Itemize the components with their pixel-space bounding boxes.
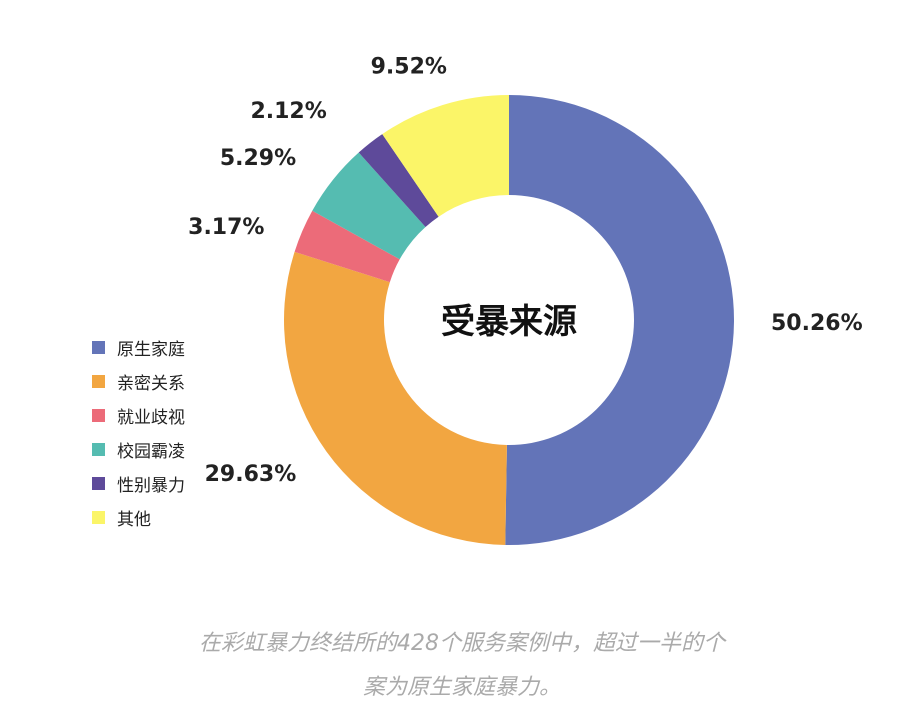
value-label-5: 2.12%: [250, 99, 326, 124]
slice-4: [312, 152, 426, 260]
legend-label: 原生家庭: [117, 339, 185, 360]
legend-label: 其他: [117, 509, 151, 530]
slice-3: [294, 210, 400, 283]
legend-item: 原生家庭: [92, 330, 185, 364]
donut-slices: [284, 95, 735, 546]
legend-item: 校园霸凌: [92, 432, 185, 466]
legend-swatch: [92, 476, 105, 490]
value-label-1: 50.26%: [771, 311, 863, 336]
legend-swatch: [92, 408, 105, 422]
legend: 原生家庭亲密关系就业歧视校园霸凌性别暴力其他: [92, 330, 185, 534]
value-label-6: 9.52%: [371, 54, 447, 79]
legend-swatch: [92, 374, 105, 388]
legend-item: 性别暴力: [92, 466, 185, 500]
slice-5: [358, 134, 439, 227]
value-label-2: 29.63%: [205, 462, 297, 487]
legend-item: 就业歧视: [92, 398, 185, 432]
donut-chart: 50.26% 29.63% 3.17% 5.29% 2.12% 9.52% 受暴来源: [188, 54, 863, 546]
legend-item: 其他: [92, 500, 185, 534]
value-label-4: 5.29%: [220, 146, 296, 171]
chart-title: 受暴来源: [441, 302, 577, 342]
caption: 在彩虹暴力终结所的428个服务案例中，超过一半的个 案为原生家庭暴力。: [0, 622, 924, 710]
legend-label: 亲密关系: [117, 373, 185, 394]
legend-label: 性别暴力: [117, 475, 185, 496]
slice-1: [505, 95, 735, 546]
slice-2: [284, 251, 507, 545]
legend-swatch: [92, 340, 105, 354]
caption-line-1: 在彩虹暴力终结所的428个服务案例中，超过一半的个: [199, 631, 725, 656]
legend-swatch: [92, 510, 105, 524]
legend-label: 校园霸凌: [117, 441, 185, 462]
value-label-3: 3.17%: [188, 215, 264, 240]
legend-swatch: [92, 442, 105, 456]
legend-label: 就业歧视: [117, 407, 185, 428]
value-labels: 50.26% 29.63% 3.17% 5.29% 2.12% 9.52%: [188, 54, 862, 486]
caption-line-2: 案为原生家庭暴力。: [362, 675, 561, 700]
legend-item: 亲密关系: [92, 364, 185, 398]
slice-6: [382, 95, 509, 217]
